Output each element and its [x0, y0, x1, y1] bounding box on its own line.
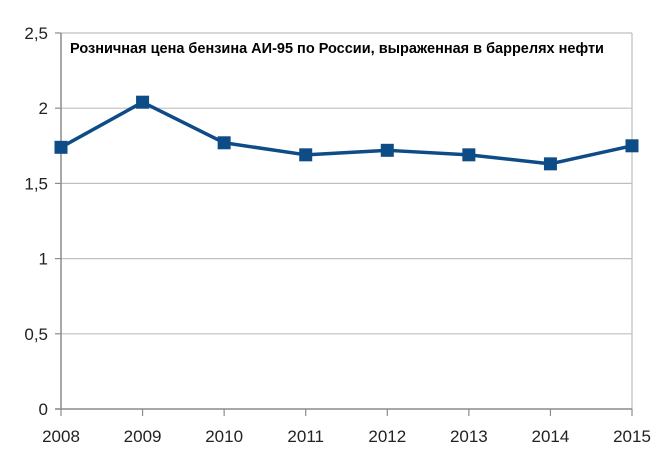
- y-tick-label-4: 2: [39, 99, 48, 118]
- x-tick-label-7: 2015: [613, 427, 651, 446]
- data-point-2009: [136, 95, 150, 109]
- data-point-2010: [217, 136, 231, 150]
- data-point-2012: [380, 143, 394, 157]
- y-tick-label-5: 2,5: [24, 24, 48, 43]
- axes: [55, 32, 633, 416]
- series-group: [54, 95, 639, 171]
- x-tick-label-6: 2014: [532, 427, 570, 446]
- x-tick-label-2: 2010: [205, 427, 243, 446]
- data-point-2011: [299, 148, 313, 162]
- gridlines: [61, 32, 633, 409]
- data-point-2008: [54, 140, 68, 154]
- data-point-2014: [543, 157, 557, 171]
- y-tick-label-0: 0: [39, 400, 48, 419]
- y-tick-label-3: 1,5: [24, 174, 48, 193]
- x-tick-label-4: 2012: [368, 427, 406, 446]
- y-tick-label-2: 1: [39, 250, 48, 269]
- x-axis-tick-labels: 2008 2009 2010 2011 2012 2013 2014 2015: [42, 427, 651, 446]
- x-tick-label-1: 2009: [124, 427, 162, 446]
- series-line-0: [60, 100, 633, 166]
- x-tick-label-3: 2011: [287, 427, 324, 446]
- x-tick-label-5: 2013: [450, 427, 488, 446]
- chart-title: Розничная цена бензина АИ-95 по России, …: [70, 41, 604, 57]
- y-axis-tick-labels: 0 0,5 1 1,5 2 2,5: [24, 24, 48, 419]
- data-point-2013: [462, 148, 476, 162]
- y-tick-label-1: 0,5: [24, 325, 48, 344]
- data-point-2015: [625, 139, 639, 153]
- x-tick-label-0: 2008: [42, 427, 80, 446]
